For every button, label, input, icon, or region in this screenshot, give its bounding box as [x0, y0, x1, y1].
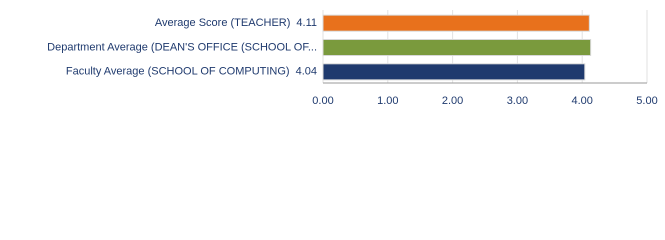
value-label: 4.11: [296, 17, 317, 29]
x-tick-label: 5.00: [636, 95, 657, 107]
category-label: Department Average (DEAN'S OFFICE (SCHOO…: [47, 41, 317, 53]
category-label: Faculty Average (SCHOOL OF COMPUTING): [66, 66, 290, 78]
chart: 0.00 1.00 2.00 3.00 4.00 5.00 4.11 Average Scor…: [47, 10, 658, 107]
bar: [322, 39, 592, 56]
x-tick-label: 0.00: [312, 95, 333, 107]
x-tick-label: 4.00: [571, 95, 592, 107]
category-label: Average Score (TEACHER): [155, 17, 291, 29]
x-tick-label: 3.00: [507, 95, 528, 107]
bar: [322, 63, 586, 81]
bar: [322, 14, 590, 32]
x-tick-label: 2.00: [442, 95, 463, 107]
value-label: 4.04: [296, 66, 317, 78]
x-tick-label: 1.00: [377, 95, 398, 107]
